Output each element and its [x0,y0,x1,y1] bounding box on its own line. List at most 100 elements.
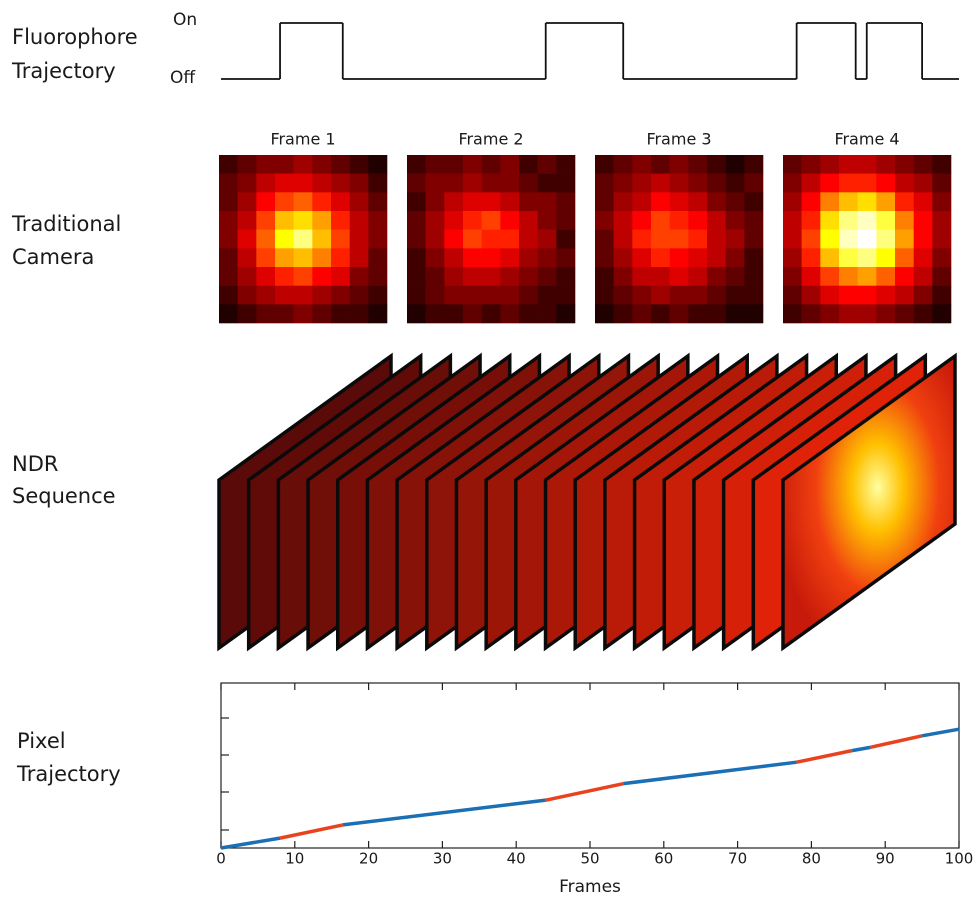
pixel [444,155,463,174]
pixel [350,267,369,286]
pixel [651,304,670,323]
row-label: Trajectory [11,59,116,83]
pixel [802,267,821,286]
pixel [614,174,633,193]
pixel [444,230,463,249]
pixel [820,192,839,211]
pixel [688,230,707,249]
pixel [670,211,689,230]
pixel [595,267,614,286]
pixel [670,155,689,174]
pixel [839,267,858,286]
pixel [256,211,275,230]
pixel [632,304,651,323]
pixel [256,286,275,305]
pixel [614,230,633,249]
pixel [256,230,275,249]
pixel [932,230,951,249]
pixel [651,248,670,267]
on-label: On [173,10,197,30]
pixel [858,230,877,249]
pixel [350,211,369,230]
pixel [368,230,387,249]
pixel [256,174,275,193]
pixel [670,174,689,193]
pixel [651,211,670,230]
pixel [688,192,707,211]
row-label: Fluorophore [12,25,138,49]
pixel [556,248,575,267]
pixel [614,192,633,211]
pixel [331,286,350,305]
pixel [275,304,294,323]
pixel [482,211,501,230]
pixel [632,230,651,249]
pixel [312,192,331,211]
x-tick-label: 40 [507,850,526,868]
x-tick-label: 50 [580,850,599,868]
pixel [858,267,877,286]
pixel [895,230,914,249]
pixel [538,286,557,305]
pixel [839,211,858,230]
pixel [802,286,821,305]
pixel [726,174,745,193]
pixel [331,155,350,174]
pixel [726,304,745,323]
pixel [519,267,538,286]
pixel [407,230,426,249]
pixel [595,211,614,230]
row-label: Sequence [12,484,116,508]
pixel [726,267,745,286]
pixel [932,248,951,267]
pixel [519,230,538,249]
x-tick-label: 0 [216,850,226,868]
pixel [482,304,501,323]
x-axis-label: Frames [559,877,621,897]
pixel [556,286,575,305]
pixel [538,211,557,230]
pixel [688,286,707,305]
pixel [312,286,331,305]
pixel [538,267,557,286]
pixel [463,192,482,211]
pixel [802,304,821,323]
pixel [858,286,877,305]
pixel [839,155,858,174]
pixel [407,304,426,323]
x-tick-label: 60 [654,850,673,868]
pixel [932,211,951,230]
pixel [932,155,951,174]
trajectory-segment [797,751,852,763]
pixel [368,155,387,174]
pixel [368,304,387,323]
pixel [783,286,802,305]
pixel [802,248,821,267]
pixel [312,230,331,249]
pixel [256,192,275,211]
pixel [519,174,538,193]
pixel [895,286,914,305]
pixel [670,267,689,286]
pixel [482,155,501,174]
pixel [275,230,294,249]
frame-title: Frame 1 [270,130,335,149]
pixel [895,192,914,211]
pixel [632,155,651,174]
pixel [802,230,821,249]
pixel [783,155,802,174]
pixel [632,174,651,193]
pixel [614,248,633,267]
pixel [275,267,294,286]
pixel [726,192,745,211]
pixel [538,192,557,211]
pixel [632,211,651,230]
pixel [426,155,445,174]
pixel [463,286,482,305]
pixel [670,248,689,267]
pixel [858,174,877,193]
x-tick-label: 30 [433,850,452,868]
pixel [895,304,914,323]
pixel [407,192,426,211]
pixel [895,174,914,193]
